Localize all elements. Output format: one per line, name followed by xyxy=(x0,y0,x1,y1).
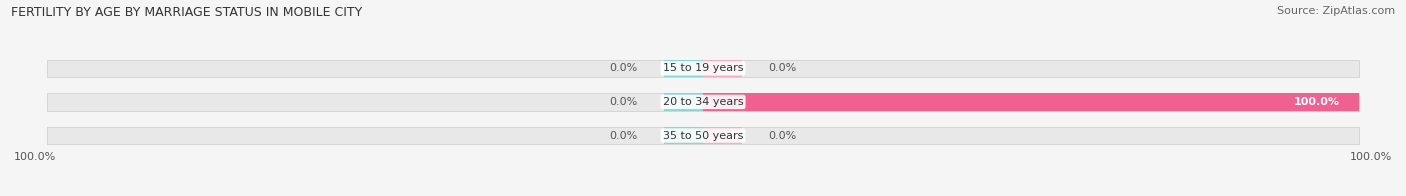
Text: 15 to 19 years: 15 to 19 years xyxy=(662,63,744,73)
Text: 0.0%: 0.0% xyxy=(609,97,637,107)
Bar xyxy=(703,93,1360,111)
Text: 0.0%: 0.0% xyxy=(769,131,797,141)
Text: 35 to 50 years: 35 to 50 years xyxy=(662,131,744,141)
Text: 20 to 34 years: 20 to 34 years xyxy=(662,97,744,107)
Text: 100.0%: 100.0% xyxy=(1350,152,1392,162)
Bar xyxy=(664,127,703,144)
Text: Source: ZipAtlas.com: Source: ZipAtlas.com xyxy=(1277,6,1395,16)
Text: FERTILITY BY AGE BY MARRIAGE STATUS IN MOBILE CITY: FERTILITY BY AGE BY MARRIAGE STATUS IN M… xyxy=(11,6,363,19)
Text: 100.0%: 100.0% xyxy=(14,152,56,162)
Text: 100.0%: 100.0% xyxy=(1294,97,1340,107)
Text: 0.0%: 0.0% xyxy=(769,63,797,73)
Text: 0.0%: 0.0% xyxy=(609,63,637,73)
Text: 0.0%: 0.0% xyxy=(609,131,637,141)
Bar xyxy=(46,93,1360,111)
Bar xyxy=(703,127,742,144)
Bar xyxy=(664,60,703,77)
Bar xyxy=(703,60,742,77)
Bar xyxy=(46,127,1360,144)
Bar xyxy=(664,93,703,111)
Bar xyxy=(46,60,1360,77)
